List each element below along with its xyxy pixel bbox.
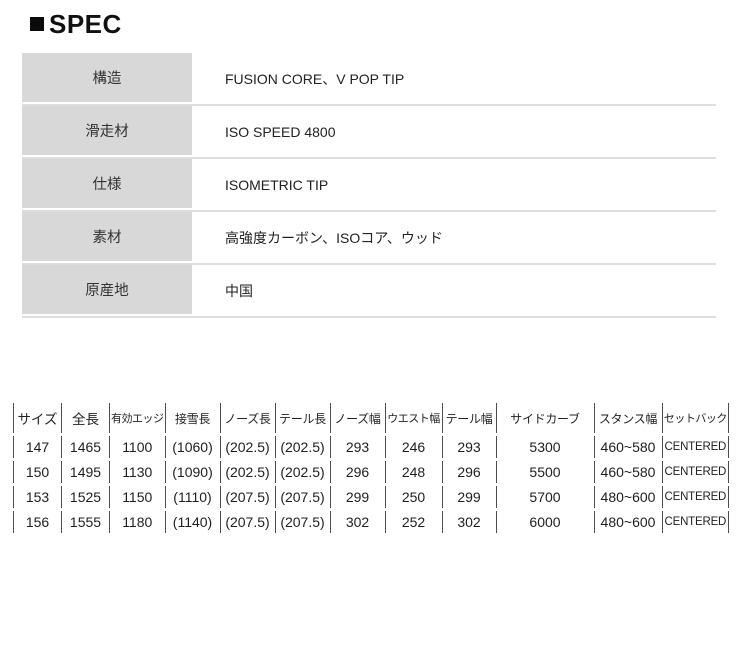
size-table-cell: 293 [331,436,386,458]
spec-value: 高強度カーボン、ISOコア、ウッド [225,229,443,246]
size-table-cell: (207.5) [276,511,331,533]
size-table-cell: (207.5) [221,486,276,508]
size-table-cell: 246 [386,436,443,458]
size-table-cell: 156 [13,511,62,533]
spec-value: FUSION CORE、V POP TIP [225,70,405,87]
size-table-cell: (1090) [166,461,221,483]
size-table-cell: 293 [443,436,497,458]
size-table-header-cell: スタンス幅 [595,403,663,433]
spec-label: 仕様 [22,159,192,208]
size-table-header-cell: ノーズ長 [221,403,276,433]
spec-value: ISO SPEED 4800 [225,123,336,140]
size-table-cell: CENTERED [663,461,730,483]
spec-row: 構造 FUSION CORE、V POP TIP [22,53,716,106]
spec-row: 素材 高強度カーボン、ISOコア、ウッド [22,212,716,265]
page-title-text: SPEC [49,9,122,39]
size-table-header-cell: テール長 [276,403,331,433]
size-table-cell: 1495 [62,461,110,483]
size-table-cell: 299 [331,486,386,508]
size-table-header-row: サイズ 全長 有効エッジ 接雪長 ノーズ長 テール長 ノーズ幅 ウエスト幅 テール幅 サイドカーブ… [13,403,730,433]
size-table-cell: 6000 [497,511,595,533]
size-table-cell: 296 [331,461,386,483]
size-table-header-cell: サイドカーブ [497,403,595,433]
size-table-cell: 296 [443,461,497,483]
size-table-cell: 147 [13,436,62,458]
spec-row: 滑走材 ISO SPEED 4800 [22,106,716,159]
size-table-cell: 5700 [497,486,595,508]
size-table-cell: 150 [13,461,62,483]
size-table-cell: 1525 [62,486,110,508]
size-table-row: 153 1525 1150 (1110) (207.5) (207.5) 299 250 299… [13,486,730,508]
spec-label: 原産地 [22,265,192,314]
size-table-cell: CENTERED [663,486,730,508]
size-table-cell: 302 [331,511,386,533]
spec-value: ISOMETRIC TIP [225,176,329,193]
spec-label: 素材 [22,212,192,261]
size-table-row: 156 1555 1180 (1140) (207.5) (207.5) 302 252 302… [13,511,730,533]
size-table-header-cell: 全長 [62,403,110,433]
size-table-cell: 250 [386,486,443,508]
size-table-cell: (207.5) [276,486,331,508]
size-table-cell: (202.5) [276,436,331,458]
size-table-cell: 1100 [110,436,166,458]
spec-value: 中国 [225,282,253,299]
size-table-cell: 460~580 [595,461,663,483]
size-table-cell: 299 [443,486,497,508]
size-table-header-cell: 接雪長 [166,403,221,433]
size-table-cell: 480~600 [595,486,663,508]
size-table-row: 147 1465 1100 (1060) (202.5) (202.5) 293 246 293… [13,436,730,458]
size-table-header-cell: セットバック [663,403,730,433]
size-table-cell: CENTERED [663,436,730,458]
spec-table: 構造 FUSION CORE、V POP TIP 滑走材 ISO SPEED 4800… [22,53,716,318]
size-table-header-cell: テール幅 [443,403,497,433]
size-table-cell: (202.5) [276,461,331,483]
spec-row: 仕様 ISOMETRIC TIP [22,159,716,212]
size-table-cell: 153 [13,486,62,508]
spec-row: 原産地 中国 [22,265,716,318]
size-table-cell: (202.5) [221,436,276,458]
size-table-header-cell: サイズ [13,403,62,433]
size-table-cell: 248 [386,461,443,483]
spec-label: 滑走材 [22,106,192,155]
size-table-cell: 302 [443,511,497,533]
size-table-cell: 5500 [497,461,595,483]
size-table-header-cell: ノーズ幅 [331,403,386,433]
size-table-cell: 1150 [110,486,166,508]
size-table-cell: 5300 [497,436,595,458]
size-table-cell: (1140) [166,511,221,533]
page-title: SPEC [30,9,740,39]
spec-label: 構造 [22,53,192,102]
size-table-cell: 460~580 [595,436,663,458]
size-table-header-cell: ウエスト幅 [386,403,443,433]
size-table-cell: 480~600 [595,511,663,533]
size-table-cell: (207.5) [221,511,276,533]
size-table-cell: (202.5) [221,461,276,483]
size-table-cell: 252 [386,511,443,533]
size-table-cell: CENTERED [663,511,730,533]
size-table-cell: (1110) [166,486,221,508]
size-table-row: 150 1495 1130 (1090) (202.5) (202.5) 296 248 296… [13,461,730,483]
square-bullet-icon [30,17,44,31]
size-table-cell: 1180 [110,511,166,533]
size-table-cell: 1130 [110,461,166,483]
size-table-header-cell: 有効エッジ [110,403,166,433]
size-table-cell: 1555 [62,511,110,533]
size-table: サイズ 全長 有効エッジ 接雪長 ノーズ長 テール長 ノーズ幅 ウエスト幅 テール幅 サイドカーブ… [13,400,730,536]
size-table-cell: 1465 [62,436,110,458]
size-table-cell: (1060) [166,436,221,458]
